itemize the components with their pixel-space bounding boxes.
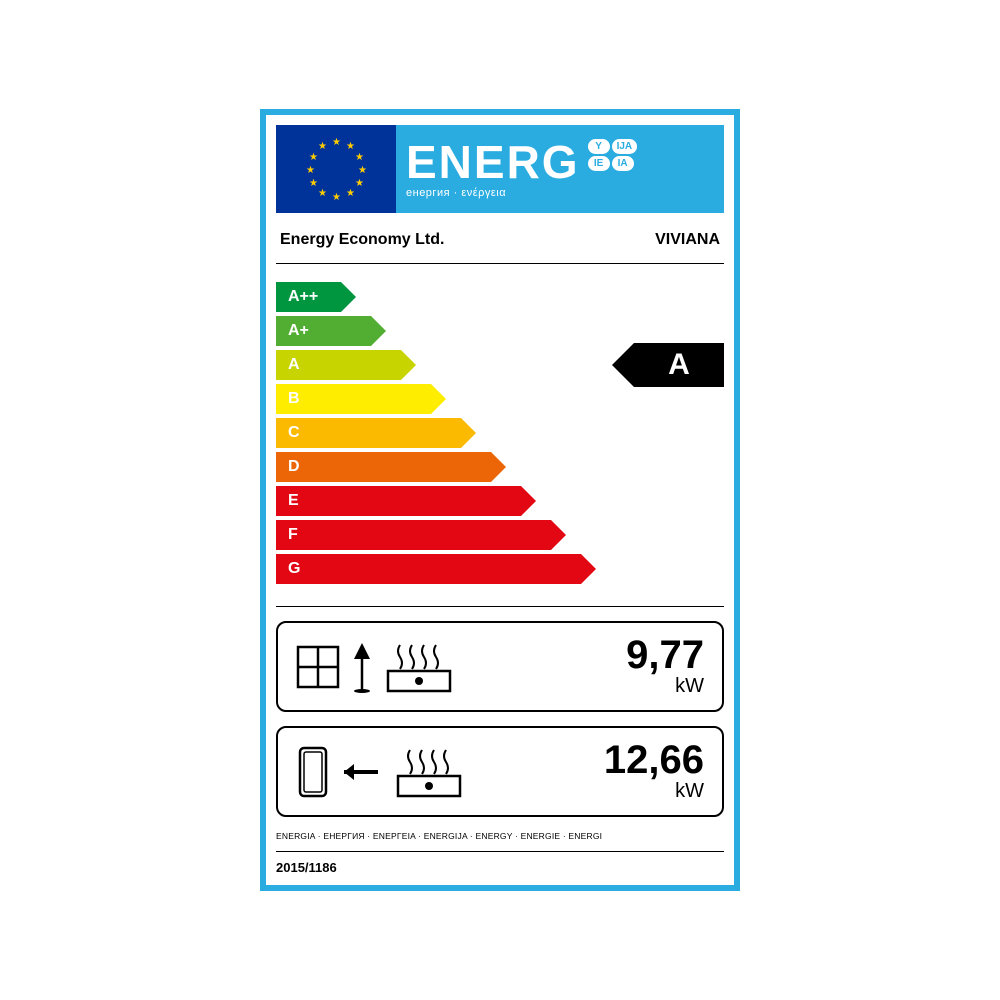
eu-stars-icon: ★ ★ ★ ★ ★ ★ ★ ★ ★ ★ ★ ★: [306, 139, 366, 199]
header-text: ENERG Y IJA IE IA енергия · ενέργεια: [396, 125, 724, 213]
efficiency-row: A+: [276, 316, 724, 346]
efficiency-arrow: F: [276, 520, 551, 550]
efficiency-scale: A++A+AABCDEFG: [276, 264, 724, 607]
brand-name: Energy Economy Ltd.: [280, 231, 444, 249]
efficiency-row: B: [276, 384, 724, 414]
suffix-badge: IJA: [612, 139, 638, 154]
model-name: VIVIANA: [655, 231, 720, 249]
eu-flag: ★ ★ ★ ★ ★ ★ ★ ★ ★ ★ ★ ★: [276, 125, 396, 213]
regulation-number: 2015/1186: [276, 852, 724, 875]
efficiency-arrow: B: [276, 384, 431, 414]
suffix-badge: IE: [588, 156, 610, 171]
efficiency-row: AA: [276, 350, 724, 380]
efficiency-arrow: A+: [276, 316, 371, 346]
suffix-badges: Y IJA IE IA: [588, 139, 638, 171]
footer-languages: ENERGIA · ЕНЕРГИЯ · ΕΝΕΡΓΕΙΑ · ENERGIJA …: [276, 817, 724, 852]
efficiency-row: G: [276, 554, 724, 584]
efficiency-arrow: A: [276, 350, 401, 380]
efficiency-row: D: [276, 452, 724, 482]
header-subtitle: енергия · ενέργεια: [406, 187, 714, 199]
energy-label: ★ ★ ★ ★ ★ ★ ★ ★ ★ ★ ★ ★ ENERG Y IJA: [260, 109, 740, 891]
efficiency-arrow: G: [276, 554, 581, 584]
spec-box: 12,66kW: [276, 726, 724, 817]
spec-value: 9,77kW: [626, 635, 704, 698]
efficiency-row: C: [276, 418, 724, 448]
suffix-badge: Y: [588, 139, 610, 154]
efficiency-arrow: C: [276, 418, 461, 448]
efficiency-row: A++: [276, 282, 724, 312]
efficiency-arrow: D: [276, 452, 491, 482]
efficiency-row: F: [276, 520, 724, 550]
efficiency-row: E: [276, 486, 724, 516]
energ-word: ENERG: [406, 139, 580, 185]
space-heating-icon: [296, 641, 608, 693]
specs-container: 9,77kW 12,66kW: [276, 621, 724, 817]
brand-row: Energy Economy Ltd. VIVIANA: [276, 213, 724, 264]
spec-value: 12,66kW: [604, 740, 704, 803]
water-heating-icon: [296, 744, 586, 800]
suffix-badge: IA: [612, 156, 634, 171]
spec-box: 9,77kW: [276, 621, 724, 712]
efficiency-arrow: A++: [276, 282, 341, 312]
product-class-pointer: A: [612, 343, 724, 387]
efficiency-arrow: E: [276, 486, 521, 516]
header: ★ ★ ★ ★ ★ ★ ★ ★ ★ ★ ★ ★ ENERG Y IJA: [276, 125, 724, 213]
